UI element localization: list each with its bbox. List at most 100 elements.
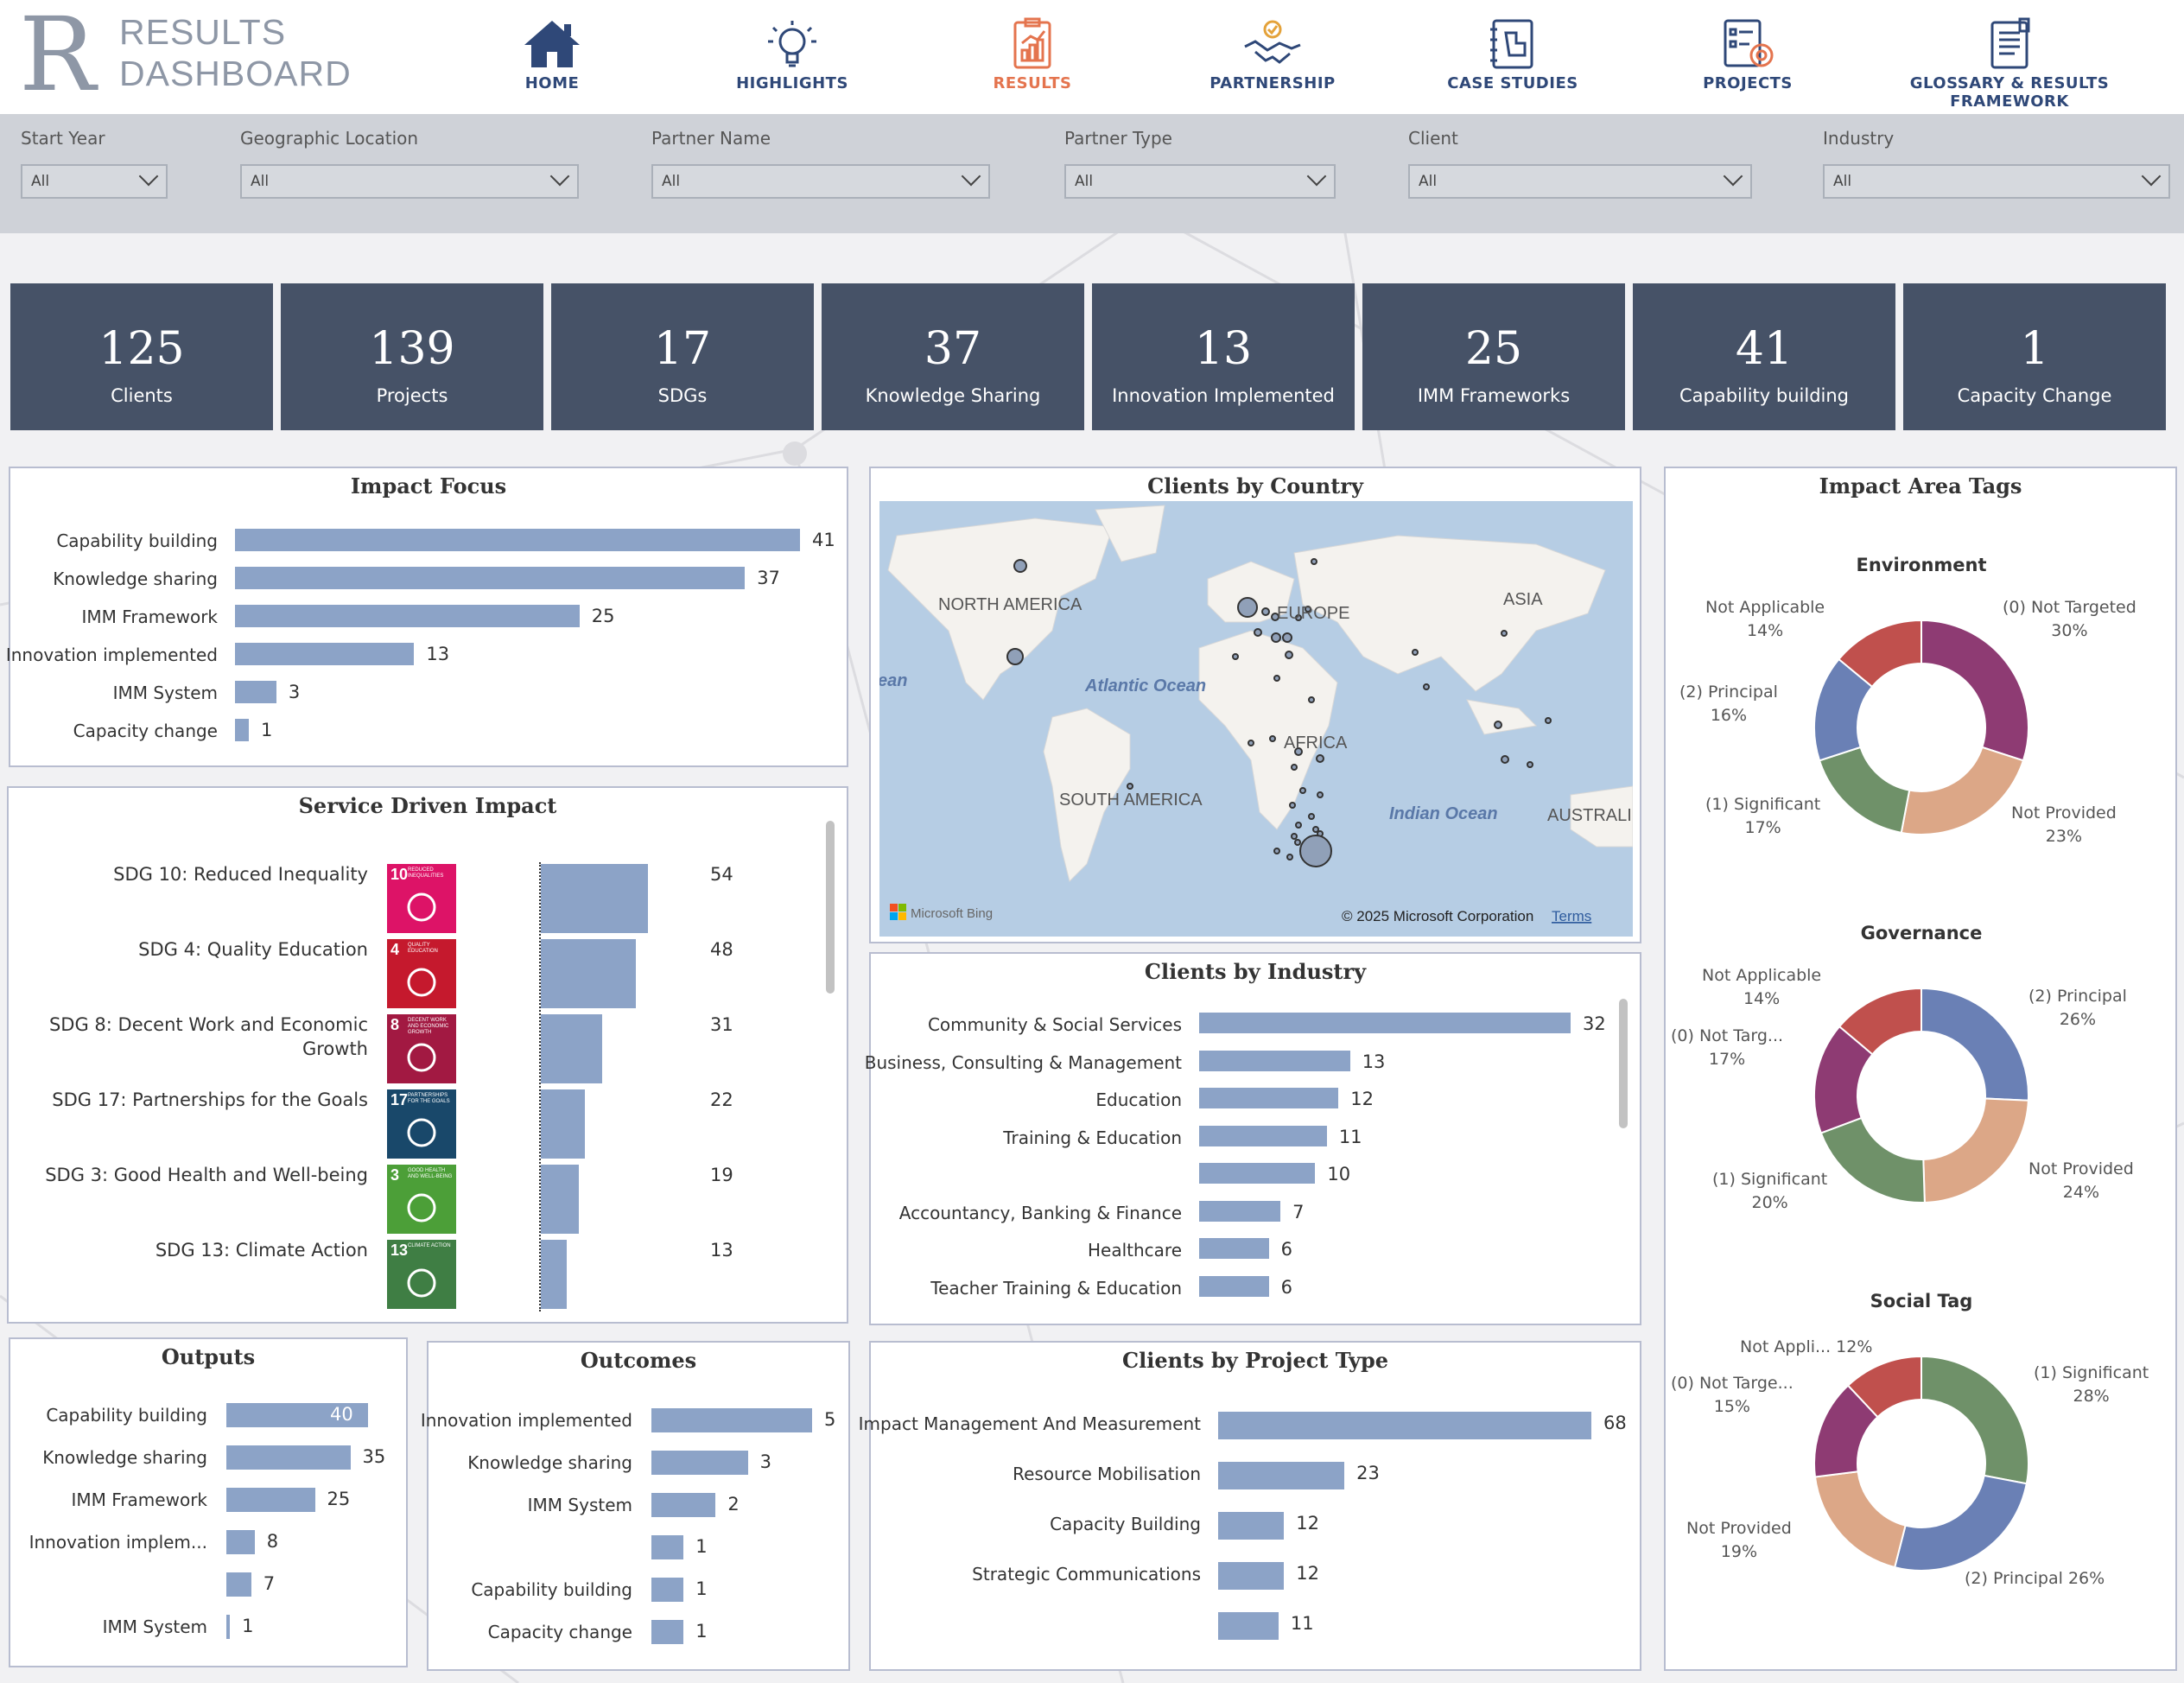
bar[interactable] [651, 1408, 812, 1432]
donut-slice[interactable] [1846, 1355, 1922, 1419]
bar-row[interactable]: Resource Mobilisation 23 [871, 1462, 1640, 1489]
bar[interactable] [235, 605, 580, 627]
bar[interactable] [1218, 1412, 1591, 1439]
donut-chart[interactable] [1809, 615, 2034, 840]
bar-row[interactable]: Capability building 1 [429, 1578, 848, 1604]
bar[interactable] [541, 864, 648, 933]
bar-row[interactable]: IMM System 2 [429, 1493, 848, 1519]
bar[interactable] [1218, 1562, 1285, 1590]
nav-case-studies[interactable]: CASE STUDIES [1396, 0, 1629, 114]
bar[interactable] [226, 1445, 351, 1470]
bar[interactable] [226, 1403, 368, 1427]
bar[interactable] [235, 719, 249, 741]
bar[interactable] [1199, 1163, 1316, 1184]
bar[interactable] [1218, 1462, 1345, 1489]
bar-row[interactable]: Strategic Communications 12 [871, 1562, 1640, 1590]
bar-row[interactable]: Healthcare 6 [871, 1238, 1640, 1264]
bar-row[interactable]: 1 [429, 1535, 848, 1561]
bar[interactable] [541, 1165, 579, 1234]
bar[interactable] [541, 939, 637, 1008]
bar[interactable] [1199, 1125, 1327, 1146]
bar-row[interactable]: Innovation implemented 13 [6, 643, 847, 669]
bar-row[interactable]: Innovation implem... 8 [10, 1530, 406, 1556]
bar-row[interactable]: Capacity change 1 [10, 719, 847, 745]
donut-slice[interactable] [1893, 1474, 2028, 1572]
bar[interactable] [651, 1535, 684, 1559]
nav-highlights[interactable]: HIGHLIGHTS [676, 0, 909, 114]
bar[interactable] [1199, 1013, 1571, 1033]
geographic-location-dropdown[interactable]: All [240, 164, 579, 199]
bar-row[interactable]: Accountancy, Banking & Finance 7 [871, 1200, 1640, 1227]
nav-partnership[interactable]: PARTNERSHIP [1156, 0, 1389, 114]
bar-row[interactable]: Training & Education 11 [871, 1125, 1640, 1152]
client-dropdown[interactable]: All [1408, 164, 1752, 199]
bar[interactable] [651, 1451, 748, 1475]
donut-slice[interactable] [1900, 746, 2025, 835]
bar[interactable] [1199, 1238, 1269, 1259]
start-year-dropdown[interactable]: All [21, 164, 168, 199]
bar-row[interactable]: IMM Framework 25 [10, 605, 847, 631]
bar-row[interactable]: 10 [871, 1163, 1640, 1189]
bar-row[interactable]: IMM Framework 25 [10, 1488, 406, 1514]
bar[interactable] [235, 681, 276, 703]
bar-row[interactable]: Capability building 41 [10, 529, 847, 555]
bar-row[interactable]: 7 [10, 1572, 406, 1598]
donut-slice[interactable] [1921, 987, 2029, 1102]
bar-row[interactable]: Knowledge sharing 3 [429, 1451, 848, 1477]
partner-type-dropdown[interactable]: All [1064, 164, 1336, 199]
bar-row[interactable]: Innovation implemented 5 [421, 1408, 848, 1434]
bar[interactable] [1199, 1088, 1339, 1108]
sdg-row[interactable]: SDG 3: Good Health and Well-being 3 GOOD H… [9, 1163, 847, 1234]
bar[interactable] [226, 1615, 231, 1639]
bar[interactable] [651, 1620, 684, 1644]
bar-row[interactable]: Impact Management And Measurement 68 [859, 1412, 1640, 1439]
bar-row[interactable]: Community & Social Services 32 [871, 1013, 1640, 1038]
bar-row[interactable]: Knowledge sharing 37 [10, 567, 847, 593]
bar[interactable] [651, 1493, 716, 1517]
bar[interactable] [226, 1530, 255, 1554]
donut-chart[interactable] [1809, 983, 2034, 1208]
sdg-row[interactable]: SDG 10: Reduced Inequality 10 REDUCED INEQ… [9, 862, 847, 933]
sdg-row[interactable]: SDG 13: Climate Action 13 CLIMATE ACTION 13 [9, 1238, 847, 1309]
donut-slice[interactable] [1921, 1355, 2029, 1485]
donut-slice[interactable] [1838, 619, 1922, 689]
vertical-scrollbar[interactable] [826, 821, 835, 994]
sdg-row[interactable]: SDG 4: Quality Education 4 QUALITY EDUCATI… [9, 937, 847, 1008]
bar[interactable] [235, 643, 415, 665]
donut-chart[interactable] [1809, 1351, 2034, 1576]
vertical-scrollbar[interactable] [1619, 999, 1628, 1128]
bar-row[interactable]: Knowledge sharing 35 [10, 1445, 406, 1471]
bar-row[interactable]: Capacity change 1 [429, 1620, 848, 1646]
sdg-row[interactable]: SDG 8: Decent Work and Economic Growth 8 D… [9, 1013, 847, 1083]
sdg-row[interactable]: SDG 17: Partnerships for the Goals 17 PART… [9, 1088, 847, 1159]
bar[interactable] [541, 1240, 567, 1309]
bar[interactable] [235, 567, 746, 589]
nav-glossary[interactable]: GLOSSARY & RESULTS FRAMEWORK [1871, 0, 2148, 114]
bar[interactable] [235, 529, 800, 551]
bar[interactable] [541, 1014, 603, 1083]
bar[interactable] [651, 1578, 684, 1602]
bar-row[interactable]: Business, Consulting & Management 13 [865, 1050, 1640, 1076]
donut-slice[interactable] [1813, 1470, 1907, 1569]
bar-row[interactable]: Education 12 [871, 1088, 1640, 1114]
bar[interactable] [1218, 1612, 1279, 1640]
bar-row[interactable]: Teacher Training & Education 6 [871, 1275, 1640, 1302]
bar[interactable] [1199, 1050, 1350, 1071]
bar[interactable] [541, 1089, 585, 1159]
donut-slice[interactable] [1921, 619, 2029, 762]
donut-slice[interactable] [1838, 987, 1922, 1056]
map-terms-link[interactable]: Terms [1552, 908, 1591, 924]
industry-dropdown[interactable]: All [1823, 164, 2170, 199]
nav-home[interactable]: HOME [435, 0, 669, 114]
partner-name-dropdown[interactable]: All [651, 164, 990, 199]
bar[interactable] [226, 1572, 251, 1597]
bar[interactable] [1218, 1512, 1285, 1540]
bar[interactable] [1199, 1275, 1269, 1297]
bar-row[interactable]: IMM System 1 [10, 1615, 406, 1641]
donut-slice[interactable] [1819, 1116, 1926, 1204]
nav-results[interactable]: RESULTS [916, 0, 1149, 114]
donut-slice[interactable] [1922, 1097, 2029, 1204]
bar-row[interactable]: Capability building 40 [10, 1403, 406, 1429]
world-map[interactable]: NORTH AMERICA EUROPE ASIA AFRICA SOUTH A… [879, 501, 1633, 937]
bar-row[interactable]: Capacity Building 12 [871, 1512, 1640, 1540]
